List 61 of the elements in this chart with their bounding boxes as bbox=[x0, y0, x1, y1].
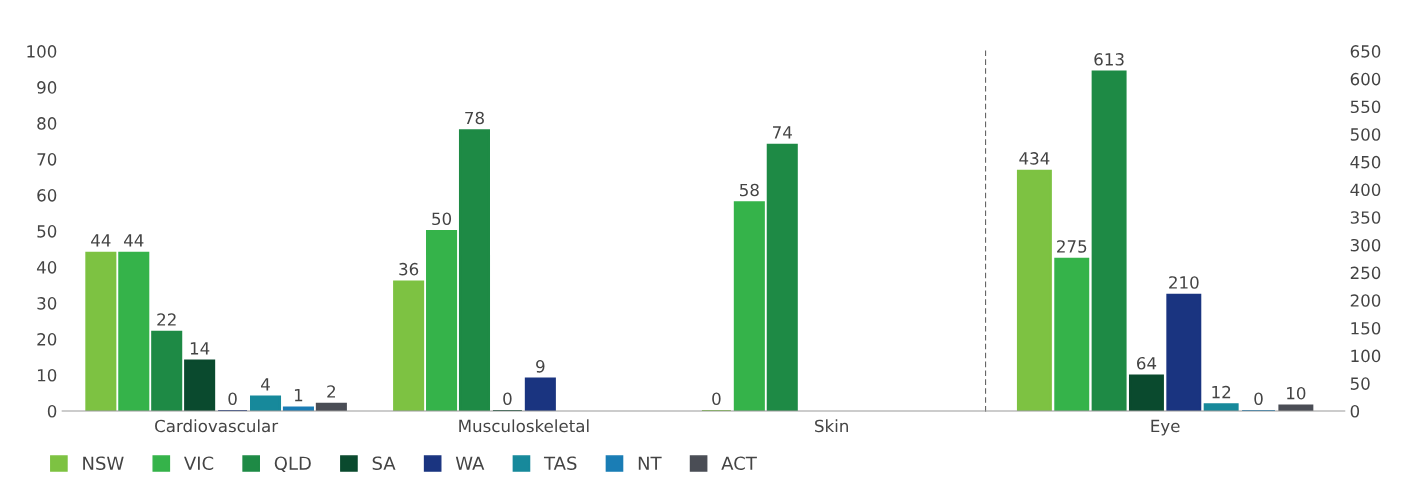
y-tick-label: 0 bbox=[1350, 404, 1360, 418]
data-label: 22 bbox=[157, 313, 176, 326]
y-tick-label: 90 bbox=[37, 81, 57, 94]
data-label: 12 bbox=[1212, 385, 1231, 399]
data-label: 2 bbox=[327, 385, 335, 398]
data-label: 0 bbox=[503, 392, 512, 406]
y-tick-label: 400 bbox=[1350, 183, 1381, 197]
legend-label: WA bbox=[455, 456, 485, 470]
y-tick-label: 0 bbox=[47, 404, 57, 418]
legend-label: TAS bbox=[543, 456, 577, 471]
x-tick-label: Musculoskeletal bbox=[459, 419, 589, 433]
data-label: 434 bbox=[1019, 152, 1050, 165]
y-tick-label: 350 bbox=[1350, 211, 1381, 224]
legend-label: VIC bbox=[184, 456, 214, 471]
x-tick-label: Skin bbox=[815, 419, 848, 433]
data-label: 64 bbox=[1137, 356, 1157, 370]
legend-label: ACT bbox=[721, 456, 757, 471]
x-tick-label: Cardiovascular bbox=[155, 419, 279, 433]
y-tick-label: 50 bbox=[37, 225, 57, 238]
data-label: 14 bbox=[190, 342, 210, 355]
data-label: 78 bbox=[465, 111, 484, 125]
data-label: 210 bbox=[1169, 276, 1199, 289]
y-tick-label: 30 bbox=[37, 297, 57, 310]
y-tick-label: 250 bbox=[1350, 266, 1381, 280]
data-label: 0 bbox=[1254, 392, 1263, 406]
data-label: 4 bbox=[261, 378, 270, 391]
legend-label: QLD bbox=[274, 456, 311, 473]
y-tick-label: 450 bbox=[1350, 155, 1381, 169]
y-tick-label: 20 bbox=[37, 333, 57, 346]
data-label: 36 bbox=[399, 262, 419, 276]
data-label: 44 bbox=[123, 234, 144, 247]
y-tick-label: 10 bbox=[37, 369, 57, 382]
y-tick-label: 200 bbox=[1350, 294, 1381, 307]
data-label: 1 bbox=[294, 389, 303, 402]
legend-label: NT bbox=[638, 456, 662, 470]
data-label: 44 bbox=[91, 234, 111, 247]
data-label: 58 bbox=[740, 183, 759, 197]
data-label: 10 bbox=[1287, 386, 1306, 400]
y-tick-label: 100 bbox=[27, 45, 57, 58]
y-tick-label: 150 bbox=[1351, 321, 1381, 335]
y-tick-label: 550 bbox=[1350, 100, 1381, 114]
y-tick-label: 50 bbox=[1350, 377, 1370, 390]
y-tick-label: 650 bbox=[1350, 45, 1381, 58]
data-label: 275 bbox=[1057, 240, 1087, 253]
y-tick-label: 60 bbox=[37, 189, 57, 202]
legend-label: SA bbox=[372, 456, 396, 471]
y-tick-label: 40 bbox=[36, 261, 57, 274]
y-tick-label: 300 bbox=[1350, 238, 1381, 252]
legend-label: NSW bbox=[83, 456, 124, 471]
x-tick-label: Eye bbox=[1151, 419, 1180, 436]
data-label: 9 bbox=[536, 360, 545, 373]
data-label: 74 bbox=[773, 126, 792, 139]
data-label: 50 bbox=[432, 212, 452, 226]
y-tick-label: 600 bbox=[1350, 72, 1381, 86]
data-label: 613 bbox=[1094, 53, 1124, 66]
data-label: 0 bbox=[712, 392, 721, 406]
data-label: 0 bbox=[228, 392, 237, 406]
y-tick-label: 100 bbox=[1351, 349, 1381, 363]
y-tick-label: 500 bbox=[1350, 128, 1381, 141]
y-tick-label: 80 bbox=[37, 117, 57, 130]
y-tick-label: 70 bbox=[37, 153, 57, 166]
